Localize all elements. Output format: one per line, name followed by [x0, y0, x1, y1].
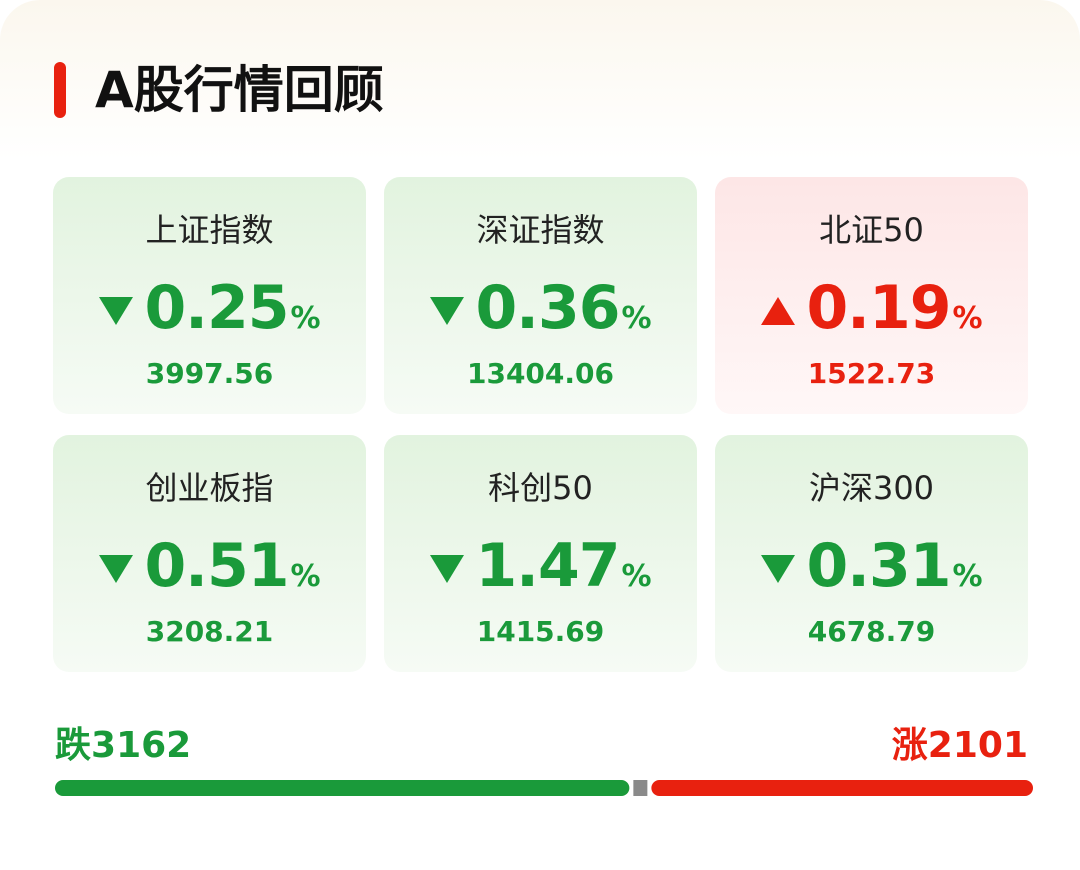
- trend-arrow: [430, 555, 465, 583]
- change-row: 0.36%: [384, 273, 697, 343]
- rise-text: 涨: [891, 725, 928, 766]
- change-unit: %: [952, 301, 983, 336]
- fall-count: 3162: [91, 725, 192, 766]
- change-unit: %: [290, 559, 321, 594]
- index-card: 科创50 1.47% 1415.69: [384, 435, 697, 672]
- index-card: 沪深300 0.31% 4678.79: [715, 435, 1028, 672]
- change-row: 1.47%: [384, 531, 697, 601]
- trend-arrow: [761, 297, 796, 325]
- fall-label: 跌3162: [55, 724, 191, 768]
- change-unit: %: [952, 559, 983, 594]
- triangle: [430, 297, 465, 325]
- index-price: 13404.06: [466, 357, 614, 390]
- change-value: 0.31: [806, 531, 951, 601]
- change-row: 0.51%: [53, 531, 366, 601]
- index-price: 3208.21: [145, 615, 274, 648]
- trend-arrow: [99, 297, 134, 325]
- change-row: 0.19%: [715, 273, 1028, 343]
- index-price: 4678.79: [807, 615, 936, 648]
- rise-bar: [651, 780, 1033, 796]
- fall-bar: [55, 780, 630, 796]
- index-name: 上证指数: [145, 211, 274, 249]
- change-unit: %: [621, 301, 652, 336]
- trend-arrow: [761, 555, 796, 583]
- change-row: 0.31%: [715, 531, 1028, 601]
- change-value: 0.25: [144, 273, 289, 343]
- flat-divider: [633, 780, 648, 796]
- change-value: 1.47: [475, 531, 620, 601]
- index-card: 深证指数 0.36% 13404.06: [384, 177, 697, 414]
- triangle: [99, 297, 134, 325]
- index-price: 1415.69: [476, 615, 605, 648]
- triangle: [761, 297, 796, 325]
- change-row: 0.25%: [53, 273, 366, 343]
- index-name: 创业板指: [145, 469, 274, 507]
- index-card: 北证50 0.19% 1522.73: [715, 177, 1028, 414]
- rise-count: 2101: [927, 725, 1028, 766]
- breadth-bar: [55, 780, 1033, 796]
- index-card: 创业板指 0.51% 3208.21: [53, 435, 366, 672]
- change-unit: %: [621, 559, 652, 594]
- change-value: 0.36: [475, 273, 620, 343]
- change-value: 0.19: [806, 273, 951, 343]
- index-price: 3997.56: [145, 357, 274, 390]
- rise-label: 涨2101: [892, 724, 1028, 768]
- trend-arrow: [430, 297, 465, 325]
- index-card: 上证指数 0.25% 3997.56: [53, 177, 366, 414]
- index-name: 深证指数: [476, 211, 605, 249]
- index-price: 1522.73: [807, 357, 936, 390]
- triangle: [430, 555, 465, 583]
- triangle: [99, 555, 134, 583]
- index-name: 北证50: [819, 211, 924, 249]
- trend-arrow: [99, 555, 134, 583]
- index-name: 沪深300: [808, 469, 935, 507]
- title-accent: [54, 62, 66, 118]
- index-name: 科创50: [488, 469, 593, 507]
- change-value: 0.51: [144, 531, 289, 601]
- triangle: [761, 555, 796, 583]
- fall-text: 跌: [55, 725, 92, 766]
- change-unit: %: [290, 301, 321, 336]
- title: A股行情回顾: [95, 61, 384, 119]
